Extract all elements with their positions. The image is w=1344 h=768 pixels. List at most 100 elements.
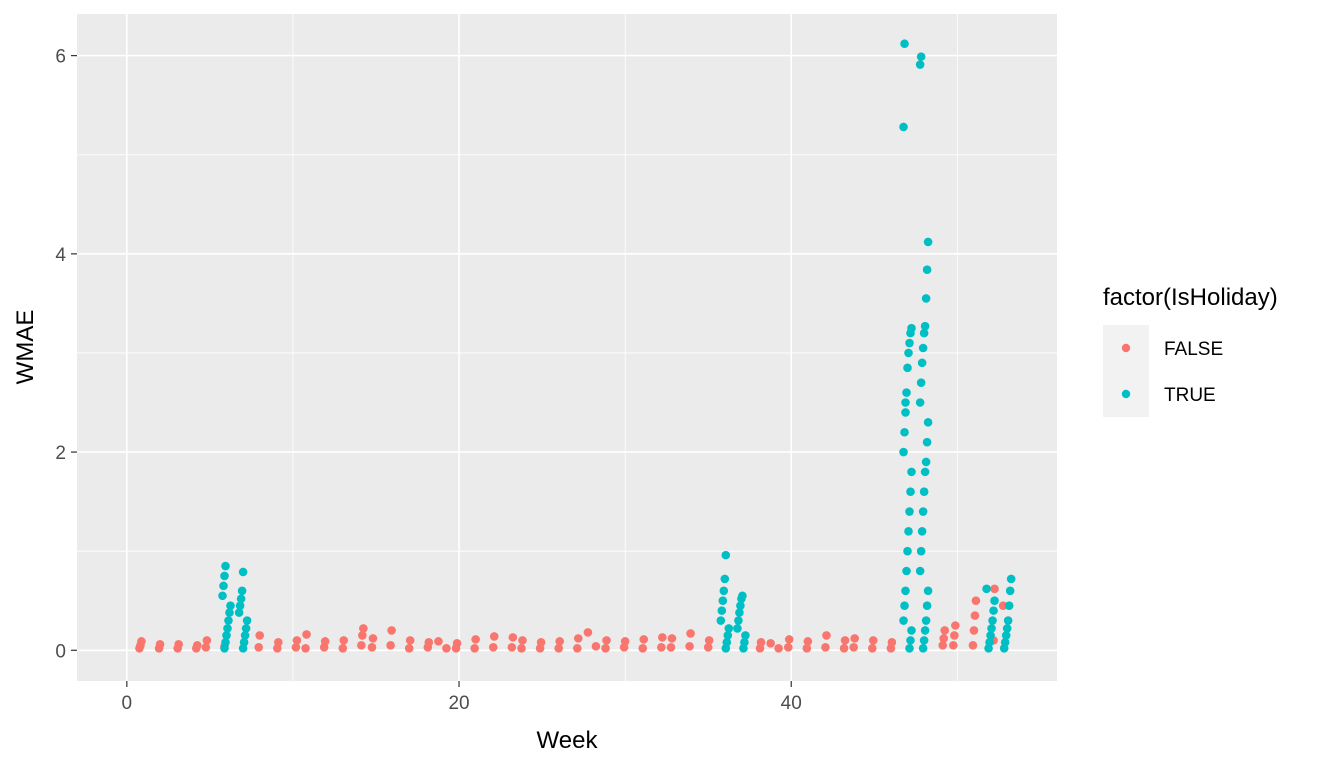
point-true [917,527,927,536]
point-true [721,550,731,560]
point-false [784,635,794,644]
point-false [254,643,264,652]
point-false [301,643,310,653]
point-true [723,631,733,640]
point-false [938,641,948,650]
point-false [620,637,630,646]
point-true [987,624,996,633]
point-true [1002,624,1012,633]
point-false [470,643,479,653]
point-false [968,641,978,650]
point-false [840,636,850,645]
point-true [221,638,230,647]
point-false [803,637,813,646]
point-false [704,636,714,645]
point-false [386,641,395,650]
legend: factor(IsHoliday) FALSE TRUE [1103,284,1278,417]
point-true [236,594,246,604]
point-true [899,122,908,132]
point-true [226,601,235,610]
data-points [135,39,1016,653]
point-false [667,634,677,643]
point-false [822,631,831,640]
point-true [903,546,912,556]
point-true [240,631,250,640]
point-true [918,507,928,516]
point-false [971,596,981,606]
point-true [903,363,912,373]
point-true [990,596,999,606]
point-true [985,638,994,647]
point-true [916,378,926,387]
point-false [969,626,979,635]
point-true [907,323,916,333]
point-false [488,643,498,652]
point-true [901,398,910,407]
point-true [720,574,730,584]
point-false [508,633,518,642]
point-true [906,487,915,497]
point-false [766,639,775,648]
point-true [901,586,910,596]
point-false [555,637,564,646]
point-false [359,624,368,633]
point-true [988,616,997,625]
point-true [901,408,910,417]
point-false [471,635,480,644]
point-false [821,643,830,652]
point-false [850,634,859,643]
point-false [638,643,648,653]
point-false [686,629,695,638]
y-tick-label: 4 [55,245,66,266]
point-true [733,624,742,633]
point-true [235,601,245,610]
point-true [241,624,251,633]
point-true [225,608,234,617]
x-tick-label: 0 [122,693,133,714]
point-true [905,643,914,653]
point-true [900,427,909,437]
point-false [507,643,517,652]
point-false [591,642,601,651]
point-false [274,638,283,647]
point-true [918,343,928,353]
point-true [218,591,227,601]
point-true [736,601,745,610]
point-true [222,631,231,640]
y-axis-title: WMAE [12,310,39,385]
minor-grid [77,14,1057,681]
point-false [489,632,499,641]
point-true [716,616,726,625]
point-false [292,636,302,645]
point-false [434,637,443,646]
x-tick-label: 20 [448,693,469,714]
point-false [358,631,367,640]
x-tick-label: 40 [781,693,802,714]
point-false [174,640,183,649]
point-true [907,626,916,635]
point-true [718,596,728,606]
point-false [518,636,527,645]
point-false [339,636,349,645]
point-false [951,621,960,630]
point-false [887,638,897,647]
point-false [338,643,348,653]
point-false [685,642,694,651]
point-true [900,601,909,610]
point-true [921,457,931,467]
point-false [703,643,713,652]
point-false [405,636,415,645]
point-true [1005,586,1015,596]
point-false [452,639,462,648]
point-false [424,638,434,647]
point-true [907,467,916,477]
point-true [904,527,913,536]
point-true [1000,638,1010,647]
point-false [517,643,526,653]
point-false [192,641,202,650]
point-true [905,507,914,516]
point-true [1004,601,1014,610]
point-false [756,638,766,647]
point-true [919,328,929,338]
point-true [923,586,933,596]
